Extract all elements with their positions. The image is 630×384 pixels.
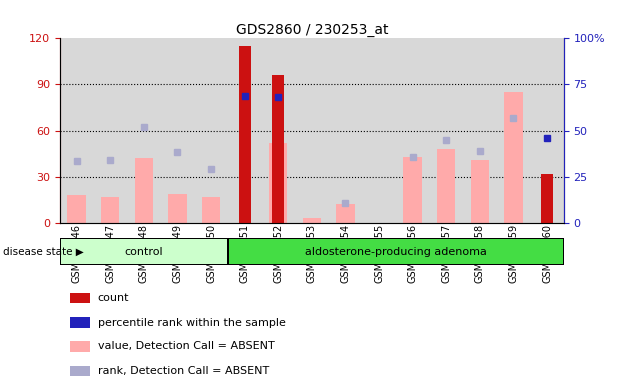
Bar <box>504 92 523 223</box>
Text: control: control <box>125 247 163 257</box>
Bar <box>67 195 86 223</box>
Bar <box>336 204 355 223</box>
Title: GDS2860 / 230253_at: GDS2860 / 230253_at <box>236 23 388 37</box>
Bar <box>530 38 564 223</box>
Bar <box>437 149 455 223</box>
Bar <box>396 38 430 223</box>
Bar <box>471 160 489 223</box>
Bar <box>463 38 496 223</box>
Bar <box>93 38 127 223</box>
Text: percentile rank within the sample: percentile rank within the sample <box>98 318 285 328</box>
Text: rank, Detection Call = ABSENT: rank, Detection Call = ABSENT <box>98 366 269 376</box>
Bar <box>101 197 120 223</box>
Bar <box>430 38 463 223</box>
Bar <box>302 218 321 223</box>
Bar <box>60 240 227 264</box>
Bar <box>228 38 261 223</box>
Bar <box>168 194 186 223</box>
Bar <box>194 38 228 223</box>
Bar <box>541 174 553 223</box>
Bar <box>239 46 251 223</box>
Bar <box>261 38 295 223</box>
Bar <box>70 293 90 303</box>
Bar <box>70 366 90 376</box>
Text: count: count <box>98 293 129 303</box>
Bar <box>135 158 153 223</box>
Bar <box>269 143 287 223</box>
Text: disease state ▶: disease state ▶ <box>3 247 84 257</box>
Text: aldosterone-producing adenoma: aldosterone-producing adenoma <box>305 247 487 257</box>
Bar <box>496 38 530 223</box>
Bar <box>329 38 362 223</box>
Bar <box>70 341 90 352</box>
Bar <box>403 157 422 223</box>
Bar <box>202 197 220 223</box>
Bar <box>161 38 194 223</box>
Bar <box>127 38 161 223</box>
Bar <box>70 317 90 328</box>
Bar <box>362 38 396 223</box>
Bar <box>295 38 329 223</box>
Bar <box>229 240 563 264</box>
Bar <box>60 38 93 223</box>
Text: value, Detection Call = ABSENT: value, Detection Call = ABSENT <box>98 341 275 351</box>
Bar <box>272 75 284 223</box>
